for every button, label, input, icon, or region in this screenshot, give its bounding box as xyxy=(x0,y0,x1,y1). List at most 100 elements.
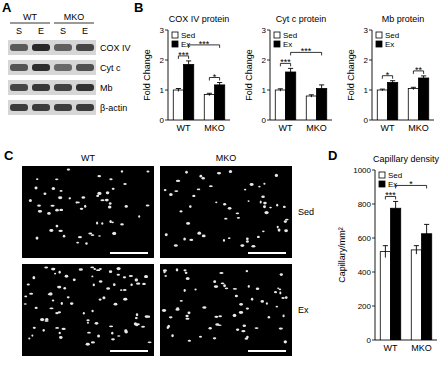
capillary-dot xyxy=(109,270,112,273)
legend-swatch xyxy=(172,32,178,38)
capillary-dot xyxy=(86,343,90,346)
band-label: β-actin xyxy=(100,103,127,113)
capillary-dot xyxy=(114,303,118,306)
panel-label: D xyxy=(328,148,337,163)
error-stem xyxy=(385,246,386,258)
significance-label: *** xyxy=(178,50,189,60)
tick-label: 0 xyxy=(160,116,165,125)
capillary-dot xyxy=(87,322,89,324)
capillary-dot xyxy=(266,302,268,305)
capillary-dot xyxy=(73,278,76,281)
error-bar xyxy=(176,89,181,92)
category-label: MKO xyxy=(408,123,429,133)
capillary-dot xyxy=(164,189,167,191)
capillary-dot xyxy=(91,310,93,312)
legend-label: Sed xyxy=(283,31,297,40)
capillary-dot xyxy=(185,318,189,320)
capillary-dot xyxy=(113,283,116,286)
capillary-dot xyxy=(213,337,217,339)
micrograph xyxy=(22,264,154,356)
legend-label: Sed xyxy=(385,31,399,40)
capillary-dot xyxy=(202,235,206,238)
scale-bar xyxy=(110,350,148,352)
capillary-dot xyxy=(106,191,110,194)
capillary-dot xyxy=(209,185,213,187)
capillary-dot xyxy=(256,287,260,290)
capillary-dot xyxy=(91,341,95,343)
capillary-dot xyxy=(43,329,45,332)
capillary-dot xyxy=(91,276,93,278)
capillary-dot xyxy=(214,316,218,318)
blot-strip xyxy=(8,40,96,55)
capillary-dot xyxy=(67,296,70,298)
capillary-dot xyxy=(112,232,116,234)
category-label: WT xyxy=(381,123,395,133)
plot-area xyxy=(377,76,428,120)
capillary-dot xyxy=(129,275,133,277)
capillary-dot xyxy=(246,270,248,272)
blot-band xyxy=(76,84,94,91)
capillary-dot xyxy=(112,188,115,190)
blot-strip xyxy=(8,80,96,95)
legend-swatch xyxy=(376,32,382,38)
error-cap xyxy=(411,87,416,88)
capillary-dot xyxy=(117,274,120,276)
category-label: MKO xyxy=(411,343,432,353)
capillary-dot xyxy=(135,317,138,319)
axis-label: Fold Change xyxy=(142,49,152,101)
capillary-dot xyxy=(174,190,178,192)
capillary-dot xyxy=(56,225,59,228)
capillary-dot xyxy=(99,268,102,270)
blot-strip xyxy=(8,100,96,115)
tick-label: 1 xyxy=(364,86,369,95)
error-cap xyxy=(176,88,181,89)
row-label: Sed xyxy=(298,207,314,217)
capillary-dot xyxy=(54,273,56,275)
capillary-dot xyxy=(228,207,232,210)
bar xyxy=(408,89,418,121)
error-stem xyxy=(321,85,322,92)
capillary-dot xyxy=(239,303,243,306)
capillary-dot xyxy=(235,295,238,297)
capillary-dot xyxy=(279,328,283,330)
capillary-dot xyxy=(35,307,38,309)
legend-label: Ex xyxy=(283,40,292,49)
error-stem xyxy=(395,201,396,215)
capillary-dot xyxy=(284,340,287,343)
tick-label: 0 xyxy=(262,116,267,125)
error-bar xyxy=(186,61,191,68)
capillary-dot xyxy=(76,242,79,244)
capillary-dot xyxy=(215,201,217,203)
capillary-dot xyxy=(279,288,282,290)
capillary-dot xyxy=(111,221,114,223)
error-bar xyxy=(288,68,293,75)
capillary-dot xyxy=(169,316,173,318)
capillary-dot xyxy=(199,175,202,178)
capillary-dot xyxy=(27,283,30,285)
capillary-dot xyxy=(58,271,60,274)
capillary-dot xyxy=(59,209,63,211)
blot-band xyxy=(76,64,94,71)
bar xyxy=(173,90,183,120)
capillary-dot xyxy=(164,275,166,277)
plot-area xyxy=(275,68,326,120)
capillary-dot xyxy=(141,326,145,328)
capillary-dot xyxy=(237,217,240,219)
capillary-dot xyxy=(213,280,216,283)
chart-title: Cyt c protein xyxy=(276,14,327,24)
capillary-dot xyxy=(185,272,188,274)
capillary-dot xyxy=(60,190,63,192)
bar xyxy=(275,90,285,120)
legend-label: Ex xyxy=(385,40,394,49)
capillary-dot xyxy=(167,325,170,328)
legend-swatch xyxy=(376,41,382,47)
error-stem xyxy=(416,246,417,255)
tick-label: 800 xyxy=(358,200,372,209)
category-label: WT xyxy=(384,343,398,353)
capillary-dot xyxy=(192,195,195,197)
capillary-dot xyxy=(79,268,83,270)
capillary-dot xyxy=(111,338,115,340)
capillary-dot xyxy=(202,306,206,309)
capillary-dot xyxy=(106,287,110,290)
micrograph xyxy=(22,166,154,258)
